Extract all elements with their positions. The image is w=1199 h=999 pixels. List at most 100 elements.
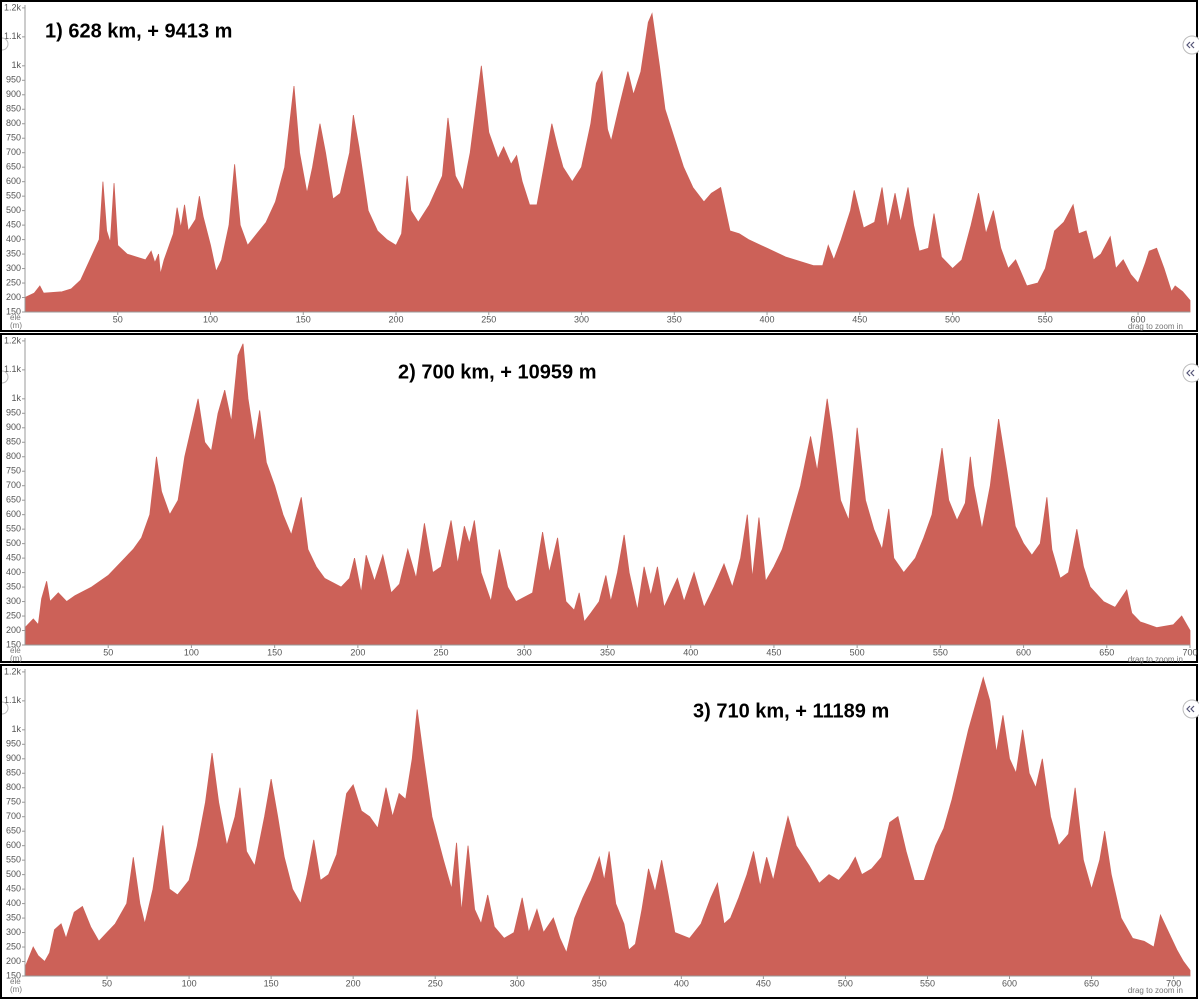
x-tick-label: 550 xyxy=(933,647,948,657)
x-tick-label: 200 xyxy=(350,647,365,657)
x-tick-label: 500 xyxy=(838,978,853,988)
y-tick-label: 400 xyxy=(6,898,21,908)
zoom-hint: drag to zoom in xyxy=(1128,655,1183,664)
y-tick-label: 350 xyxy=(6,912,21,922)
x-tick-label: 350 xyxy=(600,647,615,657)
x-tick-label: 600 xyxy=(1002,978,1017,988)
x-tick-label: 700 xyxy=(1182,647,1197,657)
y-tick-label: 550 xyxy=(6,191,21,201)
y-tick-label: 900 xyxy=(6,422,21,432)
x-tick-label: 150 xyxy=(264,978,279,988)
y-tick-label: 850 xyxy=(6,768,21,778)
left-handle xyxy=(1,701,9,715)
y-tick-label: 750 xyxy=(6,466,21,476)
y-tick-label: 1k xyxy=(11,724,21,734)
x-tick-label: 450 xyxy=(766,647,781,657)
button-chevrons xyxy=(1186,705,1195,713)
x-tick-label: 550 xyxy=(920,978,935,988)
collapse-button[interactable] xyxy=(1182,363,1199,383)
y-tick-label: 300 xyxy=(6,927,21,937)
y-tick-label: 250 xyxy=(6,941,21,951)
y-tick-label: 1k xyxy=(11,60,21,70)
y-tick-label: 200 xyxy=(6,625,21,635)
y-tick-label: 1.1k xyxy=(4,695,22,705)
x-tick-label: 450 xyxy=(852,314,867,324)
y-tick-label: 700 xyxy=(6,147,21,157)
y-tick-label: 200 xyxy=(6,956,21,966)
y-tick-label: 650 xyxy=(6,162,21,172)
y-tick-label: 950 xyxy=(6,75,21,85)
x-tick-label: 550 xyxy=(1038,314,1053,324)
y-tick-label: 250 xyxy=(6,610,21,620)
y-tick-label: 800 xyxy=(6,118,21,128)
x-tick-label: 650 xyxy=(1099,647,1114,657)
y-tick-label: 1.1k xyxy=(4,31,22,41)
x-tick-label: 100 xyxy=(203,314,218,324)
y-axis-label: ele xyxy=(10,977,21,986)
x-tick-label: 250 xyxy=(481,314,496,324)
x-tick-label: 150 xyxy=(267,647,282,657)
y-tick-label: 700 xyxy=(6,480,21,490)
x-tick-label: 300 xyxy=(510,978,525,988)
y-tick-label: 1.2k xyxy=(4,335,22,345)
y-tick-label: 850 xyxy=(6,104,21,114)
y-tick-label: 950 xyxy=(6,739,21,749)
y-tick-label: 750 xyxy=(6,133,21,143)
x-tick-label: 350 xyxy=(592,978,607,988)
x-tick-label: 200 xyxy=(346,978,361,988)
y-tick-label: 500 xyxy=(6,538,21,548)
collapse-button[interactable] xyxy=(1182,35,1199,55)
left-handle xyxy=(1,370,9,384)
y-axis-label: (m) xyxy=(10,985,22,994)
left-handle xyxy=(1,37,9,51)
y-tick-label: 800 xyxy=(6,451,21,461)
y-tick-label: 1.1k xyxy=(4,364,22,374)
y-axis-label: (m) xyxy=(10,321,22,330)
x-tick-label: 700 xyxy=(1166,978,1181,988)
elevation-area xyxy=(24,12,1191,313)
y-tick-label: 1.2k xyxy=(4,666,22,676)
y-tick-label: 350 xyxy=(6,581,21,591)
x-tick-label: 250 xyxy=(434,647,449,657)
button-chevrons xyxy=(1186,369,1195,377)
y-tick-label: 450 xyxy=(6,552,21,562)
chart-title: 3) 710 km, + 11189 m xyxy=(693,700,889,722)
y-tick-label: 150 xyxy=(6,970,21,980)
y-tick-label: 350 xyxy=(6,248,21,258)
x-tick-label: 450 xyxy=(756,978,771,988)
collapse-button[interactable] xyxy=(1182,699,1199,719)
x-tick-label: 400 xyxy=(683,647,698,657)
x-tick-label: 650 xyxy=(1084,978,1099,988)
y-tick-label: 200 xyxy=(6,292,21,302)
y-tick-label: 650 xyxy=(6,495,21,505)
y-tick-label: 550 xyxy=(6,855,21,865)
y-tick-label: 600 xyxy=(6,509,21,519)
x-tick-label: 600 xyxy=(1131,314,1146,324)
y-axis-label: ele xyxy=(10,646,21,655)
button-chevrons xyxy=(1186,41,1195,49)
y-tick-label: 800 xyxy=(6,782,21,792)
y-tick-label: 700 xyxy=(6,811,21,821)
x-tick-label: 50 xyxy=(113,314,123,324)
x-tick-label: 400 xyxy=(760,314,775,324)
y-tick-label: 1.2k xyxy=(4,2,22,12)
x-tick-label: 500 xyxy=(850,647,865,657)
y-tick-label: 550 xyxy=(6,524,21,534)
y-tick-label: 450 xyxy=(6,883,21,893)
x-tick-label: 250 xyxy=(428,978,443,988)
x-tick-label: 150 xyxy=(296,314,311,324)
y-tick-label: 850 xyxy=(6,437,21,447)
y-tick-label: 650 xyxy=(6,826,21,836)
x-tick-label: 350 xyxy=(667,314,682,324)
zoom-hint: drag to zoom in xyxy=(1128,986,1183,995)
x-tick-label: 100 xyxy=(182,978,197,988)
x-tick-label: 50 xyxy=(103,647,113,657)
y-tick-label: 500 xyxy=(6,869,21,879)
chart-panel: 150 200 250 300 350 400 450 500 550 600 650 700 750 8… xyxy=(0,333,1199,664)
y-tick-label: 150 xyxy=(6,639,21,649)
elevation-area xyxy=(24,343,1191,646)
x-tick-label: 100 xyxy=(184,647,199,657)
chart-title: 2) 700 km, + 10959 m xyxy=(398,361,596,383)
y-tick-label: 400 xyxy=(6,567,21,577)
y-tick-label: 600 xyxy=(6,840,21,850)
